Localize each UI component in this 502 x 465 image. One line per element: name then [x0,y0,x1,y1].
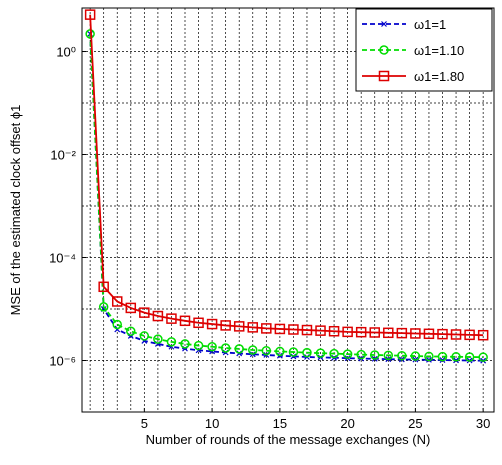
marker [247,322,259,333]
marker [328,325,340,337]
x-tick-label: 15 [273,416,287,431]
marker [98,302,109,312]
y-tick-label: 10⁻⁶ [49,354,76,369]
marker [153,334,163,344]
marker [98,281,109,293]
marker [369,327,380,338]
plot-frame [81,7,495,413]
marker [355,326,367,338]
marker [152,310,164,322]
marker [378,70,390,82]
marker [207,341,217,352]
marker [179,315,191,327]
marker [111,296,123,307]
marker [84,9,96,20]
x-tick-label: 30 [476,416,490,431]
marker [126,326,136,336]
y-tick-label: 10⁻⁴ [49,251,76,266]
marker [369,350,380,360]
marker [274,323,286,335]
marker [301,324,313,336]
marker [261,345,272,356]
legend: ω1=1 ω1=1.10 ω1=1.80 [355,8,493,92]
marker [193,340,204,351]
marker [166,337,177,347]
marker [379,45,389,55]
x-tick-label: 25 [408,416,422,431]
marker [383,350,394,361]
marker [302,347,312,358]
marker [233,321,245,332]
marker [261,323,272,334]
x-tick-label: 5 [141,416,148,431]
marker [477,329,489,341]
marker [464,352,475,362]
marker [423,328,435,340]
y-axis-label: MSE of the estimated clock offset ϕ1 [8,105,23,316]
marker [478,352,488,362]
marker [381,21,387,27]
marker [342,349,353,359]
marker [125,302,137,314]
x-tick-label: 10 [205,416,219,431]
y-tick-label: 10⁻² [50,148,76,163]
marker [424,351,434,362]
marker [180,339,190,349]
marker [342,326,353,338]
marker [248,345,258,355]
marker [315,325,326,336]
legend-label: ω1=1 [414,17,446,32]
marker [206,318,218,330]
y-tick-label: 10⁰ [56,45,76,60]
marker [166,313,177,324]
legend-label: ω1=1.10 [414,43,464,58]
marker [451,352,461,362]
series-line [89,14,484,337]
marker [288,347,299,357]
marker [437,328,448,340]
marker [315,348,326,358]
marker [193,317,204,329]
marker [437,351,448,362]
marker [275,346,285,357]
marker [383,327,394,339]
marker [234,344,244,354]
marker [112,319,122,330]
marker [410,328,421,339]
marker [139,331,150,341]
marker [356,349,366,360]
marker [139,307,150,318]
marker [220,320,231,331]
marker [450,329,462,340]
x-tick-label: 20 [340,416,354,431]
marker [396,327,408,339]
legend-label: ω1=1.80 [414,69,464,84]
marker [288,324,299,335]
marker [329,348,339,359]
series-line [89,33,484,359]
marker [397,350,407,361]
marker [220,343,231,353]
marker [464,329,475,341]
marker [410,351,421,361]
x-axis-label: Number of rounds of the message exchange… [146,432,431,447]
